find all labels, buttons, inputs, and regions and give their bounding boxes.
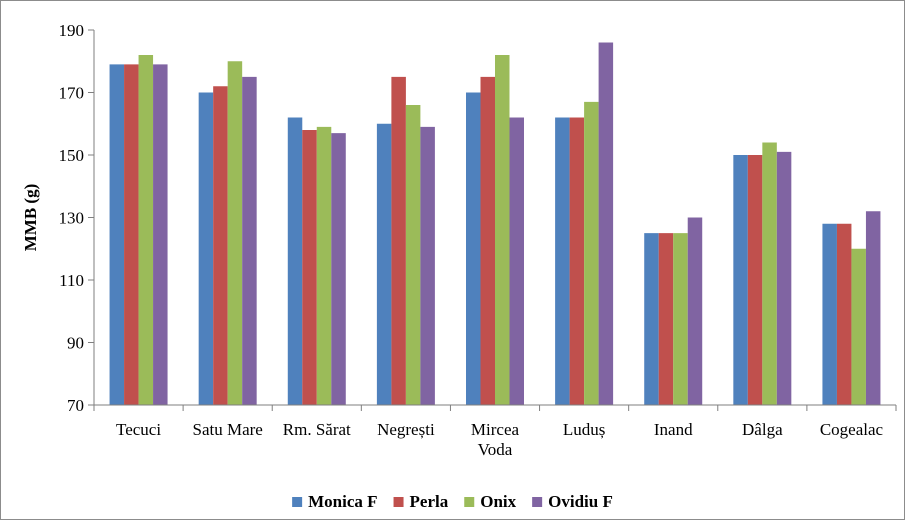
x-tick-label-line: Voda xyxy=(478,440,513,459)
y-tick-label: 150 xyxy=(59,146,85,165)
bar-monica-f-6 xyxy=(644,233,659,406)
x-tick-label-line: Negrești xyxy=(377,420,435,439)
bar-onix-6 xyxy=(673,233,688,406)
y-tick-label: 190 xyxy=(59,21,85,40)
bar-perla-5 xyxy=(569,117,585,405)
bar-monica-f-5 xyxy=(555,117,570,405)
y-axis-title: MMB (g) xyxy=(21,184,40,252)
bar-ovidiu-f-8 xyxy=(865,211,881,405)
bar-monica-f-2 xyxy=(287,117,303,405)
bar-perla-8 xyxy=(836,223,852,405)
bars-group xyxy=(109,42,881,406)
y-tick-label: 170 xyxy=(59,84,85,103)
legend-label-onix: Onix xyxy=(480,492,516,511)
bar-ovidiu-f-4 xyxy=(509,117,524,405)
bar-perla-3 xyxy=(391,76,406,406)
bar-perla-4 xyxy=(480,76,495,406)
bar-ovidiu-f-6 xyxy=(687,217,703,405)
y-tick-label: 130 xyxy=(59,209,85,228)
bar-monica-f-8 xyxy=(822,223,837,405)
bar-perla-7 xyxy=(747,155,763,405)
x-tick-label: Satu Mare xyxy=(192,420,262,439)
y-tick-label: 110 xyxy=(59,271,84,290)
legend-swatch-onix xyxy=(464,497,475,507)
bar-onix-0 xyxy=(138,55,154,405)
bar-ovidiu-f-5 xyxy=(598,42,614,405)
x-tick-label-line: Dâlga xyxy=(742,420,783,439)
bar-onix-7 xyxy=(762,142,777,405)
x-tick-label-line: Mircea xyxy=(471,420,520,439)
x-tick-label-line: Luduș xyxy=(563,420,606,439)
x-tick-label: Luduș xyxy=(563,420,606,439)
bar-ovidiu-f-2 xyxy=(331,133,346,406)
bar-onix-5 xyxy=(584,101,599,406)
legend-label-monica-f: Monica F xyxy=(308,492,377,511)
bar-ovidiu-f-7 xyxy=(776,151,792,405)
bar-monica-f-4 xyxy=(466,92,481,405)
y-tick-label: 70 xyxy=(67,396,84,415)
x-tick-label-line: Cogealac xyxy=(820,420,884,439)
x-tick-label-line: Inand xyxy=(654,420,693,439)
y-axis-title-group: MMB (g) xyxy=(21,184,40,252)
x-tick-label: Cogealac xyxy=(820,420,884,439)
x-tick-label-line: Tecuci xyxy=(116,420,161,439)
legend-swatch-monica-f xyxy=(292,497,303,507)
bar-ovidiu-f-3 xyxy=(420,126,435,406)
x-tick-label: Dâlga xyxy=(742,420,783,439)
x-ticks-group: Tecuci Satu Mare Rm. Sărat Negrești Mircea Vo… xyxy=(93,405,897,459)
x-tick-label: Tecuci xyxy=(116,420,161,439)
x-tick-label: Rm. Sărat xyxy=(283,420,351,439)
y-ticks-group: 70 90 110 130 150 170 190 xyxy=(59,21,94,415)
bar-perla-0 xyxy=(124,64,139,406)
bar-onix-8 xyxy=(851,248,866,405)
bar-perla-1 xyxy=(213,86,228,405)
legend-label-ovidiu-f: Ovidiu F xyxy=(548,492,613,511)
bar-monica-f-1 xyxy=(198,92,214,405)
x-tick-label: Negrești xyxy=(377,420,435,439)
x-tick-label-line: Rm. Sărat xyxy=(283,420,351,439)
bar-ovidiu-f-0 xyxy=(153,64,168,406)
bar-monica-f-3 xyxy=(376,123,392,405)
x-tick-label-line: Satu Mare xyxy=(192,420,262,439)
bar-monica-f-7 xyxy=(733,155,748,405)
legend-swatch-ovidiu-f xyxy=(532,497,543,507)
bar-monica-f-0 xyxy=(109,64,125,406)
x-tick-label: Mircea Voda xyxy=(471,420,520,459)
bar-onix-1 xyxy=(227,61,243,405)
bar-onix-2 xyxy=(316,126,332,406)
legend-swatch-perla xyxy=(393,497,404,507)
bar-perla-2 xyxy=(302,130,317,405)
bar-perla-6 xyxy=(658,233,674,406)
legend-label-perla: Perla xyxy=(410,492,449,511)
x-tick-label: Inand xyxy=(654,420,693,439)
bar-ovidiu-f-1 xyxy=(242,76,257,406)
bar-onix-4 xyxy=(495,55,510,405)
legend: Monica F Perla Onix Ovidiu F xyxy=(292,492,613,511)
y-tick-label: 90 xyxy=(67,334,84,353)
bar-onix-3 xyxy=(405,105,421,405)
